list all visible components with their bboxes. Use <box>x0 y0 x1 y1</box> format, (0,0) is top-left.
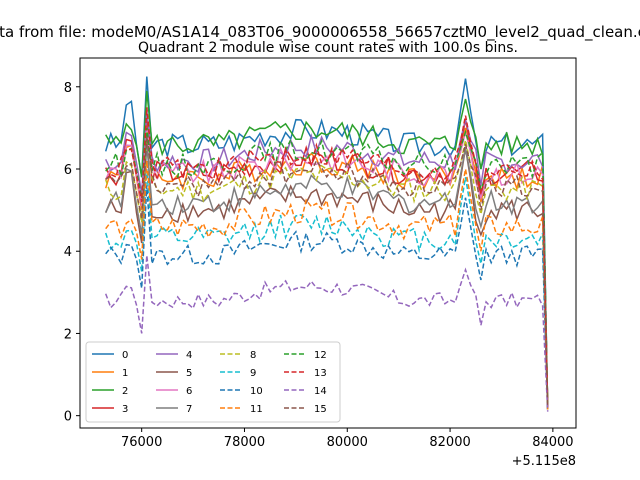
legend-box <box>85 341 341 423</box>
series-line-1 <box>104 119 549 408</box>
series-line-12 <box>105 127 549 408</box>
legend-label-2: 2 <box>122 386 128 397</box>
legend-label-4: 4 <box>186 350 192 361</box>
legend-label-11: 11 <box>250 404 263 415</box>
legend-label-1: 1 <box>122 368 128 379</box>
y-tick-label: 4 <box>64 245 72 260</box>
legend-label-10: 10 <box>250 386 263 397</box>
legend-label-12: 12 <box>314 350 327 361</box>
series-line-8 <box>104 131 549 408</box>
legend-label-15: 15 <box>314 404 327 415</box>
x-tick-label: 76000 <box>121 435 162 450</box>
x-tick-label: 78000 <box>224 435 265 450</box>
series-line-9 <box>104 168 549 410</box>
legend-label-8: 8 <box>250 350 256 361</box>
legend-label-5: 5 <box>186 368 192 379</box>
legend-label-14: 14 <box>314 386 327 397</box>
series-layer <box>104 76 549 412</box>
legend-label-6: 6 <box>186 386 192 397</box>
legend-label-3: 3 <box>122 404 128 415</box>
x-tick-label: 84000 <box>532 435 573 450</box>
y-tick-label: 0 <box>64 410 72 425</box>
y-tick-label: 6 <box>64 163 72 178</box>
series-line-11 <box>105 160 549 410</box>
series-line-5 <box>105 136 549 410</box>
series-line-2 <box>105 90 549 408</box>
plot-title: Quadrant 2 module wise count rates with … <box>138 40 518 56</box>
plot-frame <box>79 57 577 429</box>
y-tick-label: 8 <box>64 81 72 96</box>
series-line-14 <box>104 255 549 412</box>
legend-label-9: 9 <box>250 368 256 379</box>
series-line-13 <box>105 107 549 408</box>
figure-suptitle: Data from file: modeM0/AS1A14_083T06_900… <box>0 23 640 42</box>
series-line-15 <box>105 135 549 408</box>
y-tick-label: 2 <box>64 327 72 342</box>
series-line-10 <box>105 185 549 410</box>
series-line-6 <box>105 127 549 408</box>
legend-label-13: 13 <box>314 368 327 379</box>
x-tick-label: 80000 <box>327 435 368 450</box>
axis-layer: 76000 78000 80000 82000 84000 0 2 4 6 8 <box>64 81 574 450</box>
legend-label-7: 7 <box>186 404 192 415</box>
x-offset-label: +5.115e8 <box>512 454 576 469</box>
series-line-7 <box>105 144 549 410</box>
x-tick-label: 82000 <box>429 435 470 450</box>
legend-label-0: 0 <box>122 350 128 361</box>
